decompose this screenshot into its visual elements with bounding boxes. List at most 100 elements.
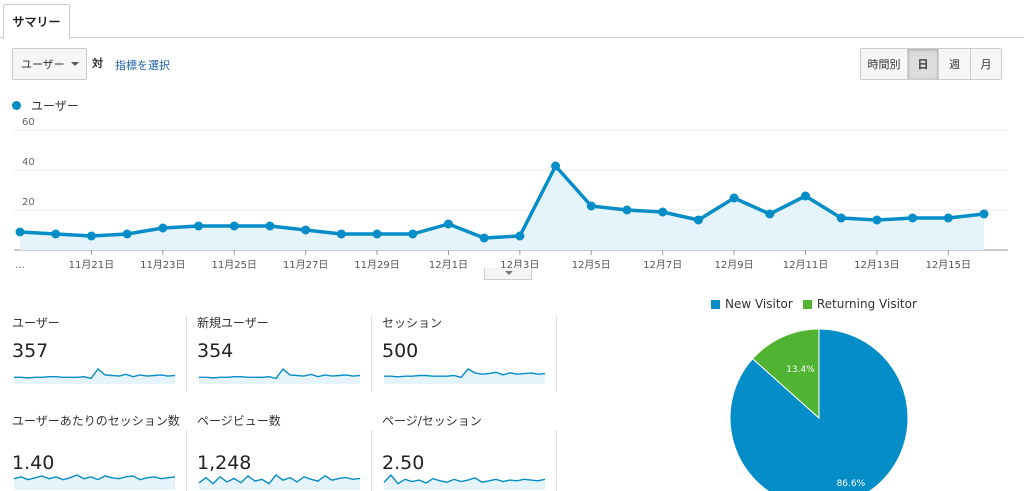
x-tick-label: 12月1日 xyxy=(429,259,468,271)
data-point[interactable] xyxy=(658,207,668,217)
data-point[interactable] xyxy=(15,227,25,237)
x-tick-label: 11月21日 xyxy=(69,259,114,271)
period-day-button[interactable]: 日 xyxy=(907,49,938,79)
data-point[interactable] xyxy=(515,231,525,241)
data-point[interactable] xyxy=(336,229,346,239)
data-point[interactable] xyxy=(729,193,739,203)
metric-tile-value: 1,248 xyxy=(197,452,252,474)
x-tick-label: 11月29日 xyxy=(354,259,399,271)
metric-tile-value: 500 xyxy=(382,340,419,362)
tile-divider xyxy=(186,430,187,491)
metric-tile[interactable]: 新規ユーザー 354 xyxy=(197,316,368,394)
data-point[interactable] xyxy=(943,213,953,223)
data-point[interactable] xyxy=(872,215,882,225)
tile-divider xyxy=(186,316,187,392)
data-point[interactable] xyxy=(51,229,61,239)
pie-legend-item[interactable]: New Visitor xyxy=(711,297,793,311)
metric-tile-label: ユーザーあたりのセッション数 xyxy=(12,414,180,428)
sparkline-area xyxy=(384,369,545,384)
metric-tile[interactable]: ページビュー数 1,248 xyxy=(197,414,368,491)
metric-sparkline xyxy=(198,474,361,490)
metric-tile[interactable]: ページ/セッション 2.50 xyxy=(382,414,553,491)
metric-select-value: ユーザー xyxy=(21,58,65,71)
tile-divider xyxy=(556,430,557,491)
data-point[interactable] xyxy=(586,201,596,211)
tab-summary[interactable]: サマリー xyxy=(3,4,70,39)
sparkline-line xyxy=(384,368,546,379)
sparkline-line xyxy=(199,367,361,380)
metric-tile-label: ページビュー数 xyxy=(197,414,281,428)
data-point[interactable] xyxy=(301,225,311,235)
data-point[interactable] xyxy=(122,229,132,239)
sparkline-area xyxy=(384,475,545,490)
chevron-down-icon xyxy=(505,271,513,275)
chevron-down-icon xyxy=(71,62,79,66)
data-point[interactable] xyxy=(800,191,810,201)
metric-tile-label: 新規ユーザー xyxy=(197,316,269,330)
data-point[interactable] xyxy=(693,215,703,225)
data-point[interactable] xyxy=(408,229,418,239)
x-tick-label: 11月25日 xyxy=(211,259,256,271)
x-tick-label: 12月9日 xyxy=(715,259,754,271)
data-point[interactable] xyxy=(229,221,239,231)
sparkline-line xyxy=(198,474,361,485)
data-point[interactable] xyxy=(908,213,918,223)
legend-swatch xyxy=(711,299,720,309)
x-tick-label: 12月5日 xyxy=(572,259,611,271)
chart-legend: ユーザー xyxy=(12,97,79,114)
metric-tile[interactable]: セッション 500 xyxy=(382,316,553,394)
data-point[interactable] xyxy=(551,161,561,171)
series-dot-icon xyxy=(12,101,21,110)
data-point[interactable] xyxy=(265,221,275,231)
series-line xyxy=(19,164,985,240)
sparkline-area xyxy=(14,369,175,384)
data-point[interactable] xyxy=(158,223,168,233)
pie-slice-label: 13.4% xyxy=(786,365,815,375)
y-tick-label: 20 xyxy=(22,197,35,208)
pie-legend-label: New Visitor xyxy=(725,297,793,311)
metric-tile[interactable]: ユーザー 357 xyxy=(12,316,183,394)
sparkline-line xyxy=(383,473,546,485)
tile-divider xyxy=(556,316,557,392)
users-line-chart[interactable]: 20 40 60... 11月21日 11月23日 11月25日 11月27日 11月29日 1… xyxy=(0,118,1010,278)
x-tick-label: 11月23日 xyxy=(140,259,185,271)
metric-tile-value: 357 xyxy=(12,340,49,362)
sparkline-area xyxy=(199,369,360,384)
pie-legend: New Visitor Returning Visitor xyxy=(711,297,927,311)
metric-tile-value: 354 xyxy=(197,340,234,362)
metric-sparkline xyxy=(383,473,546,490)
metric-tile[interactable]: ユーザーあたりのセッション数 1.40 xyxy=(12,414,183,491)
legend-swatch xyxy=(802,299,812,309)
period-toggle: 時間別 日 週 月 xyxy=(860,48,1002,80)
chart-collapse-handle[interactable] xyxy=(484,268,532,280)
x-tick-label: 12月11日 xyxy=(783,259,828,271)
x-tick-label: 12月15日 xyxy=(926,259,971,271)
chart-legend-label: ユーザー xyxy=(31,99,79,113)
data-point[interactable] xyxy=(86,231,96,241)
data-point[interactable] xyxy=(622,205,632,215)
tile-divider xyxy=(371,316,372,392)
tile-divider xyxy=(371,430,372,491)
data-point[interactable] xyxy=(836,213,846,223)
select-metric-link[interactable]: 指標を選択 xyxy=(115,59,170,72)
data-point[interactable] xyxy=(443,219,453,229)
pie-legend-item[interactable]: Returning Visitor xyxy=(802,297,917,311)
pie-slice[interactable] xyxy=(751,328,820,420)
x-tick-label: ... xyxy=(15,260,25,271)
period-week-button[interactable]: 週 xyxy=(938,49,970,79)
metric-sparkline xyxy=(14,367,176,384)
data-point[interactable] xyxy=(372,229,382,239)
metric-tile-value: 2.50 xyxy=(382,452,425,474)
tab-bar: サマリー xyxy=(0,0,1024,39)
period-hourly-button[interactable]: 時間別 xyxy=(867,58,901,71)
metric-select[interactable]: ユーザー xyxy=(12,48,87,80)
data-point[interactable] xyxy=(765,209,775,219)
data-point[interactable] xyxy=(479,233,489,243)
data-point[interactable] xyxy=(979,209,989,219)
period-month-button[interactable]: 月 xyxy=(970,49,1001,79)
y-tick-label: 60 xyxy=(22,118,35,128)
y-tick-label: 40 xyxy=(22,157,35,168)
data-point[interactable] xyxy=(194,221,204,231)
series-area xyxy=(20,166,984,250)
visitor-type-pie-chart[interactable]: 86.6% 13.4% xyxy=(720,320,920,491)
